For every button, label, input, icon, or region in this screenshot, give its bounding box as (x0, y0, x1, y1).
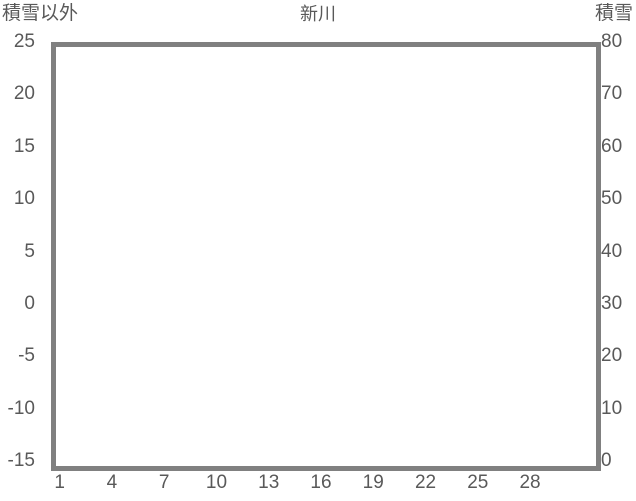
y2-axis-tick-label: 50 (601, 188, 623, 210)
y-axis-tick-label: -15 (7, 450, 35, 471)
plot-frame (51, 42, 601, 471)
y-axis-tick-label: 15 (13, 135, 35, 157)
x-axis-tick-label: 16 (310, 472, 332, 493)
y2-axis-tick-label: 20 (601, 345, 623, 367)
right-axis-title: 積雪 (594, 3, 633, 24)
y-axis-tick-label: -5 (18, 345, 35, 367)
x-axis-tick-label: 13 (258, 472, 280, 493)
x-axis-tick-label: 1 (54, 472, 65, 493)
chart-title: 新川 (300, 4, 336, 24)
y-axis-tick-label: 5 (24, 240, 35, 262)
y2-axis-tick-label: 0 (601, 450, 612, 471)
y-axis-tick-label: 10 (13, 188, 35, 210)
y2-axis-tick-label: 70 (601, 83, 623, 105)
y-axis-tick-label: -10 (7, 397, 35, 419)
x-axis-tick-label: 19 (362, 472, 384, 493)
x-axis-tick-label: 22 (414, 472, 437, 493)
left-axis-title: 積雪以外 (2, 3, 79, 24)
y2-axis-tick-label: 30 (601, 292, 623, 314)
x-axis-tick-label: 28 (519, 472, 541, 493)
x-axis-tick-label: 7 (158, 472, 170, 493)
y2-axis-tick-label: 80 (601, 31, 623, 52)
y-axis-tick-label: 20 (13, 83, 35, 105)
x-axis-tick-label: 25 (467, 472, 489, 493)
y2-axis-tick-label: 40 (601, 240, 623, 262)
y2-axis-tick-label: 10 (601, 397, 623, 419)
x-axis-tick-label: 10 (205, 472, 228, 493)
y-axis-tick-label: 0 (24, 292, 35, 314)
y-axis-tick-label: 25 (13, 31, 35, 52)
x-axis-tick-label: 4 (106, 472, 118, 493)
y2-axis-tick-label: 60 (601, 135, 623, 157)
